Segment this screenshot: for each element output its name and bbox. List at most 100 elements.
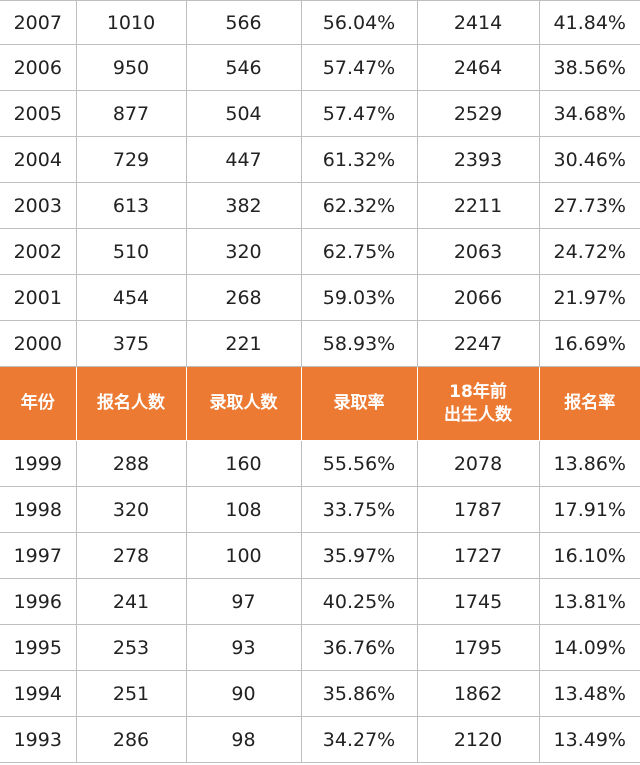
table-row: 1999 288 160 55.56% 2078 13.86% xyxy=(0,440,640,487)
header-admission-rate: 录取率 xyxy=(300,366,418,441)
births-cell: 2529 xyxy=(416,90,540,137)
table-row: 2007 1010 566 56.04% 2414 41.84% xyxy=(0,0,640,45)
admitted-cell: 97 xyxy=(185,578,302,625)
applicants-cell: 375 xyxy=(75,320,187,367)
year-cell: 2000 xyxy=(0,320,77,367)
admission-rate-cell: 62.32% xyxy=(300,182,418,229)
admission-rate-cell: 35.97% xyxy=(300,532,418,579)
births-cell: 1727 xyxy=(416,532,540,579)
year-cell: 2002 xyxy=(0,228,77,275)
applicants-cell: 286 xyxy=(75,716,187,763)
year-cell: 1998 xyxy=(0,486,77,533)
table-row: 1996 241 97 40.25% 1745 13.81% xyxy=(0,578,640,625)
admitted-cell: 546 xyxy=(185,44,302,91)
admission-rate-cell: 57.47% xyxy=(300,90,418,137)
table-row: 2001 454 268 59.03% 2066 21.97% xyxy=(0,274,640,321)
table-row: 2006 950 546 57.47% 2464 38.56% xyxy=(0,44,640,91)
table-row: 1998 320 108 33.75% 1787 17.91% xyxy=(0,486,640,533)
table-row: 1994 251 90 35.86% 1862 13.48% xyxy=(0,670,640,717)
header-births-line2: 出生人数 xyxy=(444,404,512,425)
applicants-cell: 251 xyxy=(75,670,187,717)
header-admitted: 录取人数 xyxy=(185,366,302,441)
table-row: 2003 613 382 62.32% 2211 27.73% xyxy=(0,182,640,229)
application-rate-cell: 13.86% xyxy=(538,440,640,487)
year-cell: 1997 xyxy=(0,532,77,579)
year-cell: 2006 xyxy=(0,44,77,91)
header-births-line1: 18年前 xyxy=(449,381,507,402)
births-cell: 1787 xyxy=(416,486,540,533)
admitted-cell: 221 xyxy=(185,320,302,367)
year-cell: 2003 xyxy=(0,182,77,229)
admission-rate-cell: 62.75% xyxy=(300,228,418,275)
admitted-cell: 100 xyxy=(185,532,302,579)
admitted-cell: 504 xyxy=(185,90,302,137)
births-cell: 2078 xyxy=(416,440,540,487)
applicants-cell: 288 xyxy=(75,440,187,487)
births-cell: 1795 xyxy=(416,624,540,671)
admission-rate-cell: 40.25% xyxy=(300,578,418,625)
admission-rate-cell: 59.03% xyxy=(300,274,418,321)
application-rate-cell: 21.97% xyxy=(538,274,640,321)
births-cell: 2393 xyxy=(416,136,540,183)
year-cell: 2005 xyxy=(0,90,77,137)
application-rate-cell: 13.81% xyxy=(538,578,640,625)
applicants-cell: 253 xyxy=(75,624,187,671)
applicants-cell: 950 xyxy=(75,44,187,91)
applicants-cell: 877 xyxy=(75,90,187,137)
table-row: 2005 877 504 57.47% 2529 34.68% xyxy=(0,90,640,137)
births-cell: 2414 xyxy=(416,0,540,45)
admission-rate-cell: 58.93% xyxy=(300,320,418,367)
births-cell: 2464 xyxy=(416,44,540,91)
header-year: 年份 xyxy=(0,366,77,441)
births-cell: 1862 xyxy=(416,670,540,717)
applicants-cell: 613 xyxy=(75,182,187,229)
admitted-cell: 382 xyxy=(185,182,302,229)
header-application-rate: 报名率 xyxy=(538,366,640,441)
application-rate-cell: 13.48% xyxy=(538,670,640,717)
application-rate-cell: 24.72% xyxy=(538,228,640,275)
table-row: 1993 286 98 34.27% 2120 13.49% xyxy=(0,716,640,763)
admitted-cell: 93 xyxy=(185,624,302,671)
table-row: 2004 729 447 61.32% 2393 30.46% xyxy=(0,136,640,183)
admission-rate-cell: 57.47% xyxy=(300,44,418,91)
admitted-cell: 108 xyxy=(185,486,302,533)
births-cell: 2066 xyxy=(416,274,540,321)
year-cell: 1996 xyxy=(0,578,77,625)
admission-rate-cell: 35.86% xyxy=(300,670,418,717)
applicants-cell: 1010 xyxy=(75,0,187,45)
applicants-cell: 729 xyxy=(75,136,187,183)
admitted-cell: 566 xyxy=(185,0,302,45)
applicants-cell: 278 xyxy=(75,532,187,579)
admitted-cell: 98 xyxy=(185,716,302,763)
admitted-cell: 447 xyxy=(185,136,302,183)
year-cell: 1999 xyxy=(0,440,77,487)
admission-rate-cell: 55.56% xyxy=(300,440,418,487)
application-rate-cell: 14.09% xyxy=(538,624,640,671)
births-cell: 2211 xyxy=(416,182,540,229)
application-rate-cell: 17.91% xyxy=(538,486,640,533)
application-rate-cell: 34.68% xyxy=(538,90,640,137)
births-cell: 2063 xyxy=(416,228,540,275)
application-rate-cell: 38.56% xyxy=(538,44,640,91)
births-cell: 1745 xyxy=(416,578,540,625)
application-rate-cell: 16.10% xyxy=(538,532,640,579)
year-cell: 1993 xyxy=(0,716,77,763)
admitted-cell: 90 xyxy=(185,670,302,717)
header-applicants: 报名人数 xyxy=(75,366,187,441)
admission-rate-cell: 34.27% xyxy=(300,716,418,763)
table-row: 1995 253 93 36.76% 1795 14.09% xyxy=(0,624,640,671)
table-row: 1997 278 100 35.97% 1727 16.10% xyxy=(0,532,640,579)
year-cell: 2007 xyxy=(0,0,77,45)
table-header-row: 年份 报名人数 录取人数 录取率 18年前 出生人数 报名率 xyxy=(0,366,640,441)
admission-rate-cell: 61.32% xyxy=(300,136,418,183)
header-births: 18年前 出生人数 xyxy=(416,366,540,441)
admitted-cell: 160 xyxy=(185,440,302,487)
year-cell: 2001 xyxy=(0,274,77,321)
application-rate-cell: 13.49% xyxy=(538,716,640,763)
table-row: 2000 375 221 58.93% 2247 16.69% xyxy=(0,320,640,367)
admitted-cell: 268 xyxy=(185,274,302,321)
births-cell: 2120 xyxy=(416,716,540,763)
admission-rate-cell: 36.76% xyxy=(300,624,418,671)
